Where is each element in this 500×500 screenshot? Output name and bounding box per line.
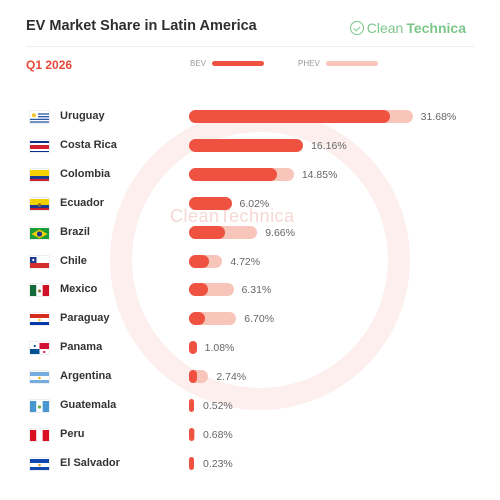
bar-bev (189, 370, 198, 384)
category-label: Ecuador (60, 196, 105, 209)
data-label: 0.23% (203, 457, 233, 470)
data-label: 6.31% (241, 284, 272, 297)
category-label: Colombia (60, 167, 111, 180)
uruguay-flag-icon (30, 111, 49, 123)
chart-row: Argentina 2.74% (0, 367, 500, 387)
category-label: Paraguay (60, 312, 110, 325)
bar-bev (189, 167, 277, 181)
chart-row: Paraguay 6.70% (0, 309, 500, 329)
brand-logo: Clean Technica (349, 20, 466, 36)
category-label: Guatemala (60, 399, 117, 411)
argentina-flag-icon (30, 371, 49, 384)
chile-flag-icon (30, 256, 49, 268)
bar-bev (189, 110, 391, 123)
legend-phev: PHEV (298, 59, 378, 68)
chart-row: Guatemala 0.52% (0, 396, 500, 416)
chart-row: Costa Rica 16.16% (0, 136, 500, 156)
chart-row: Panama 1.08% (0, 338, 500, 358)
category-label: Chile (60, 254, 87, 267)
legend-bev-swatch (212, 61, 265, 66)
category-label: Uruguay (60, 110, 105, 122)
data-label: 0.68% (203, 428, 233, 441)
costa-rica-flag-icon (30, 140, 49, 152)
bar-bev (189, 312, 205, 326)
bar-bev (189, 283, 209, 297)
peru-flag-icon (30, 429, 49, 441)
data-label: 1.08% (204, 342, 235, 355)
chart-row: El Salvador 0.23% (0, 454, 500, 474)
category-label: El Salvador (60, 456, 120, 469)
chart-row: Mexico 6.31% (0, 280, 500, 300)
chart-title: EV Market Share in Latin America (26, 18, 257, 34)
category-label: Costa Rica (60, 138, 117, 151)
data-label: 4.72% (230, 255, 261, 268)
data-label: 31.68% (420, 111, 457, 123)
data-label: 0.52% (203, 400, 233, 412)
bar-bev (189, 399, 194, 412)
legend-bev: BEV (190, 59, 265, 68)
brazil-flag-icon (30, 227, 49, 239)
ecuador-flag-icon (30, 198, 49, 210)
data-label: 9.66% (265, 226, 295, 239)
watermark-text: CleanTechnica (170, 206, 295, 226)
panama-flag-icon (30, 342, 49, 355)
el-salvador-flag-icon (30, 458, 49, 470)
chart-row: Peru 0.68% (0, 425, 500, 445)
data-label: 16.16% (311, 139, 347, 152)
category-label: Peru (60, 427, 85, 440)
chart-row: Colombia 14.85% (0, 165, 500, 185)
legend-phev-label: PHEV (298, 59, 320, 68)
chart-row: Chile 4.72% (0, 252, 500, 272)
chart-row: Brazil 9.66% (0, 223, 500, 243)
mexico-flag-icon (30, 284, 49, 297)
bar-bev (189, 456, 194, 470)
bar-bev (189, 341, 197, 355)
chart-row: Uruguay 31.68% (0, 107, 500, 127)
paraguay-flag-icon (30, 313, 49, 326)
brand-strong-text: Technica (406, 20, 466, 36)
bar-bev (189, 427, 194, 441)
bar-bev (189, 225, 225, 239)
data-label: 14.85% (301, 168, 338, 181)
leaf-check-icon (349, 21, 364, 35)
colombia-flag-icon (30, 169, 49, 181)
category-label: Panama (60, 341, 103, 354)
data-label: 6.70% (244, 313, 275, 326)
category-label: Mexico (60, 283, 98, 296)
legend-phev-swatch (325, 61, 378, 66)
header-divider (26, 46, 474, 47)
guatemala-flag-icon (30, 400, 49, 412)
chart-subtitle: Q1 2026 (26, 58, 73, 72)
category-label: Argentina (60, 370, 112, 383)
chart-row: Ecuador 6.02% (0, 194, 500, 214)
legend-bev-label: BEV (190, 59, 207, 68)
bar-bev (189, 254, 210, 268)
bar-bev (189, 196, 232, 210)
bar-bev (189, 138, 304, 152)
data-label: 6.02% (239, 197, 270, 210)
category-label: Brazil (60, 225, 90, 238)
data-label: 2.74% (216, 371, 247, 384)
brand-light-text: Clean (366, 20, 404, 36)
